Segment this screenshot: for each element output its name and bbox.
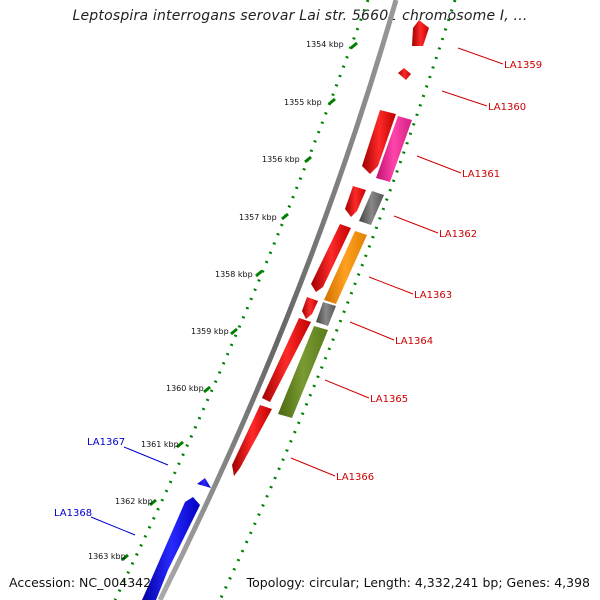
- gene-label[interactable]: LA1368: [54, 508, 92, 519]
- gene-label[interactable]: LA1360: [488, 102, 526, 113]
- kbp-label: 1362 kbp: [115, 497, 153, 506]
- cds-feature[interactable]: [232, 405, 272, 476]
- cog-feature[interactable]: [316, 302, 336, 326]
- kbp-label: 1356 kbp: [262, 155, 300, 164]
- cog-feature[interactable]: [376, 116, 412, 182]
- backbone: [157, 0, 399, 600]
- kbp-label: 1359 kbp: [191, 327, 229, 336]
- topology-text: Topology: circular; Length: 4,332,241 bp…: [246, 575, 590, 590]
- gene-label[interactable]: LA1363: [414, 290, 452, 301]
- cog-feature[interactable]: [278, 326, 328, 418]
- gene-label[interactable]: LA1359: [504, 60, 542, 71]
- reverse-cds-track: [142, 478, 211, 600]
- kbp-label: 1358 kbp: [215, 270, 253, 279]
- map-title: Leptospira interrogans serovar Lai str. …: [72, 8, 528, 24]
- gene-label[interactable]: LA1362: [439, 229, 477, 240]
- gene-label[interactable]: LA1367: [87, 437, 125, 448]
- kbp-tick-marks: [121, 41, 358, 562]
- cds-feature[interactable]: [262, 318, 311, 402]
- cds-feature[interactable]: [398, 68, 411, 80]
- cog-track: [278, 116, 412, 418]
- gc-ring-inner: [113, 0, 370, 600]
- cds-feature[interactable]: [412, 20, 429, 46]
- accession-text: Accession: NC_004342: [9, 575, 152, 590]
- cds-feature[interactable]: [345, 186, 366, 217]
- kbp-label: 1354 kbp: [306, 40, 344, 49]
- cds-feature[interactable]: [197, 478, 211, 488]
- cog-feature[interactable]: [324, 231, 367, 304]
- kbp-label: 1363 kbp: [88, 552, 126, 561]
- forward-cds-track: [232, 20, 429, 476]
- cds-feature[interactable]: [362, 110, 396, 174]
- kbp-label: 1361 kbp: [141, 440, 179, 449]
- gc-ring-outer: [218, 0, 457, 600]
- gene-label[interactable]: LA1366: [336, 472, 374, 483]
- gene-label[interactable]: LA1364: [395, 336, 433, 347]
- kbp-label: 1355 kbp: [284, 98, 322, 107]
- label-leaders: [90, 47, 504, 536]
- kbp-label: 1357 kbp: [239, 213, 277, 222]
- cog-feature[interactable]: [359, 191, 384, 225]
- gene-label[interactable]: LA1365: [370, 394, 408, 405]
- kbp-label: 1360 kbp: [166, 384, 204, 393]
- cds-feature[interactable]: [142, 497, 200, 600]
- cds-feature[interactable]: [302, 297, 318, 319]
- cds-feature[interactable]: [311, 224, 351, 292]
- gene-label[interactable]: LA1361: [462, 169, 500, 180]
